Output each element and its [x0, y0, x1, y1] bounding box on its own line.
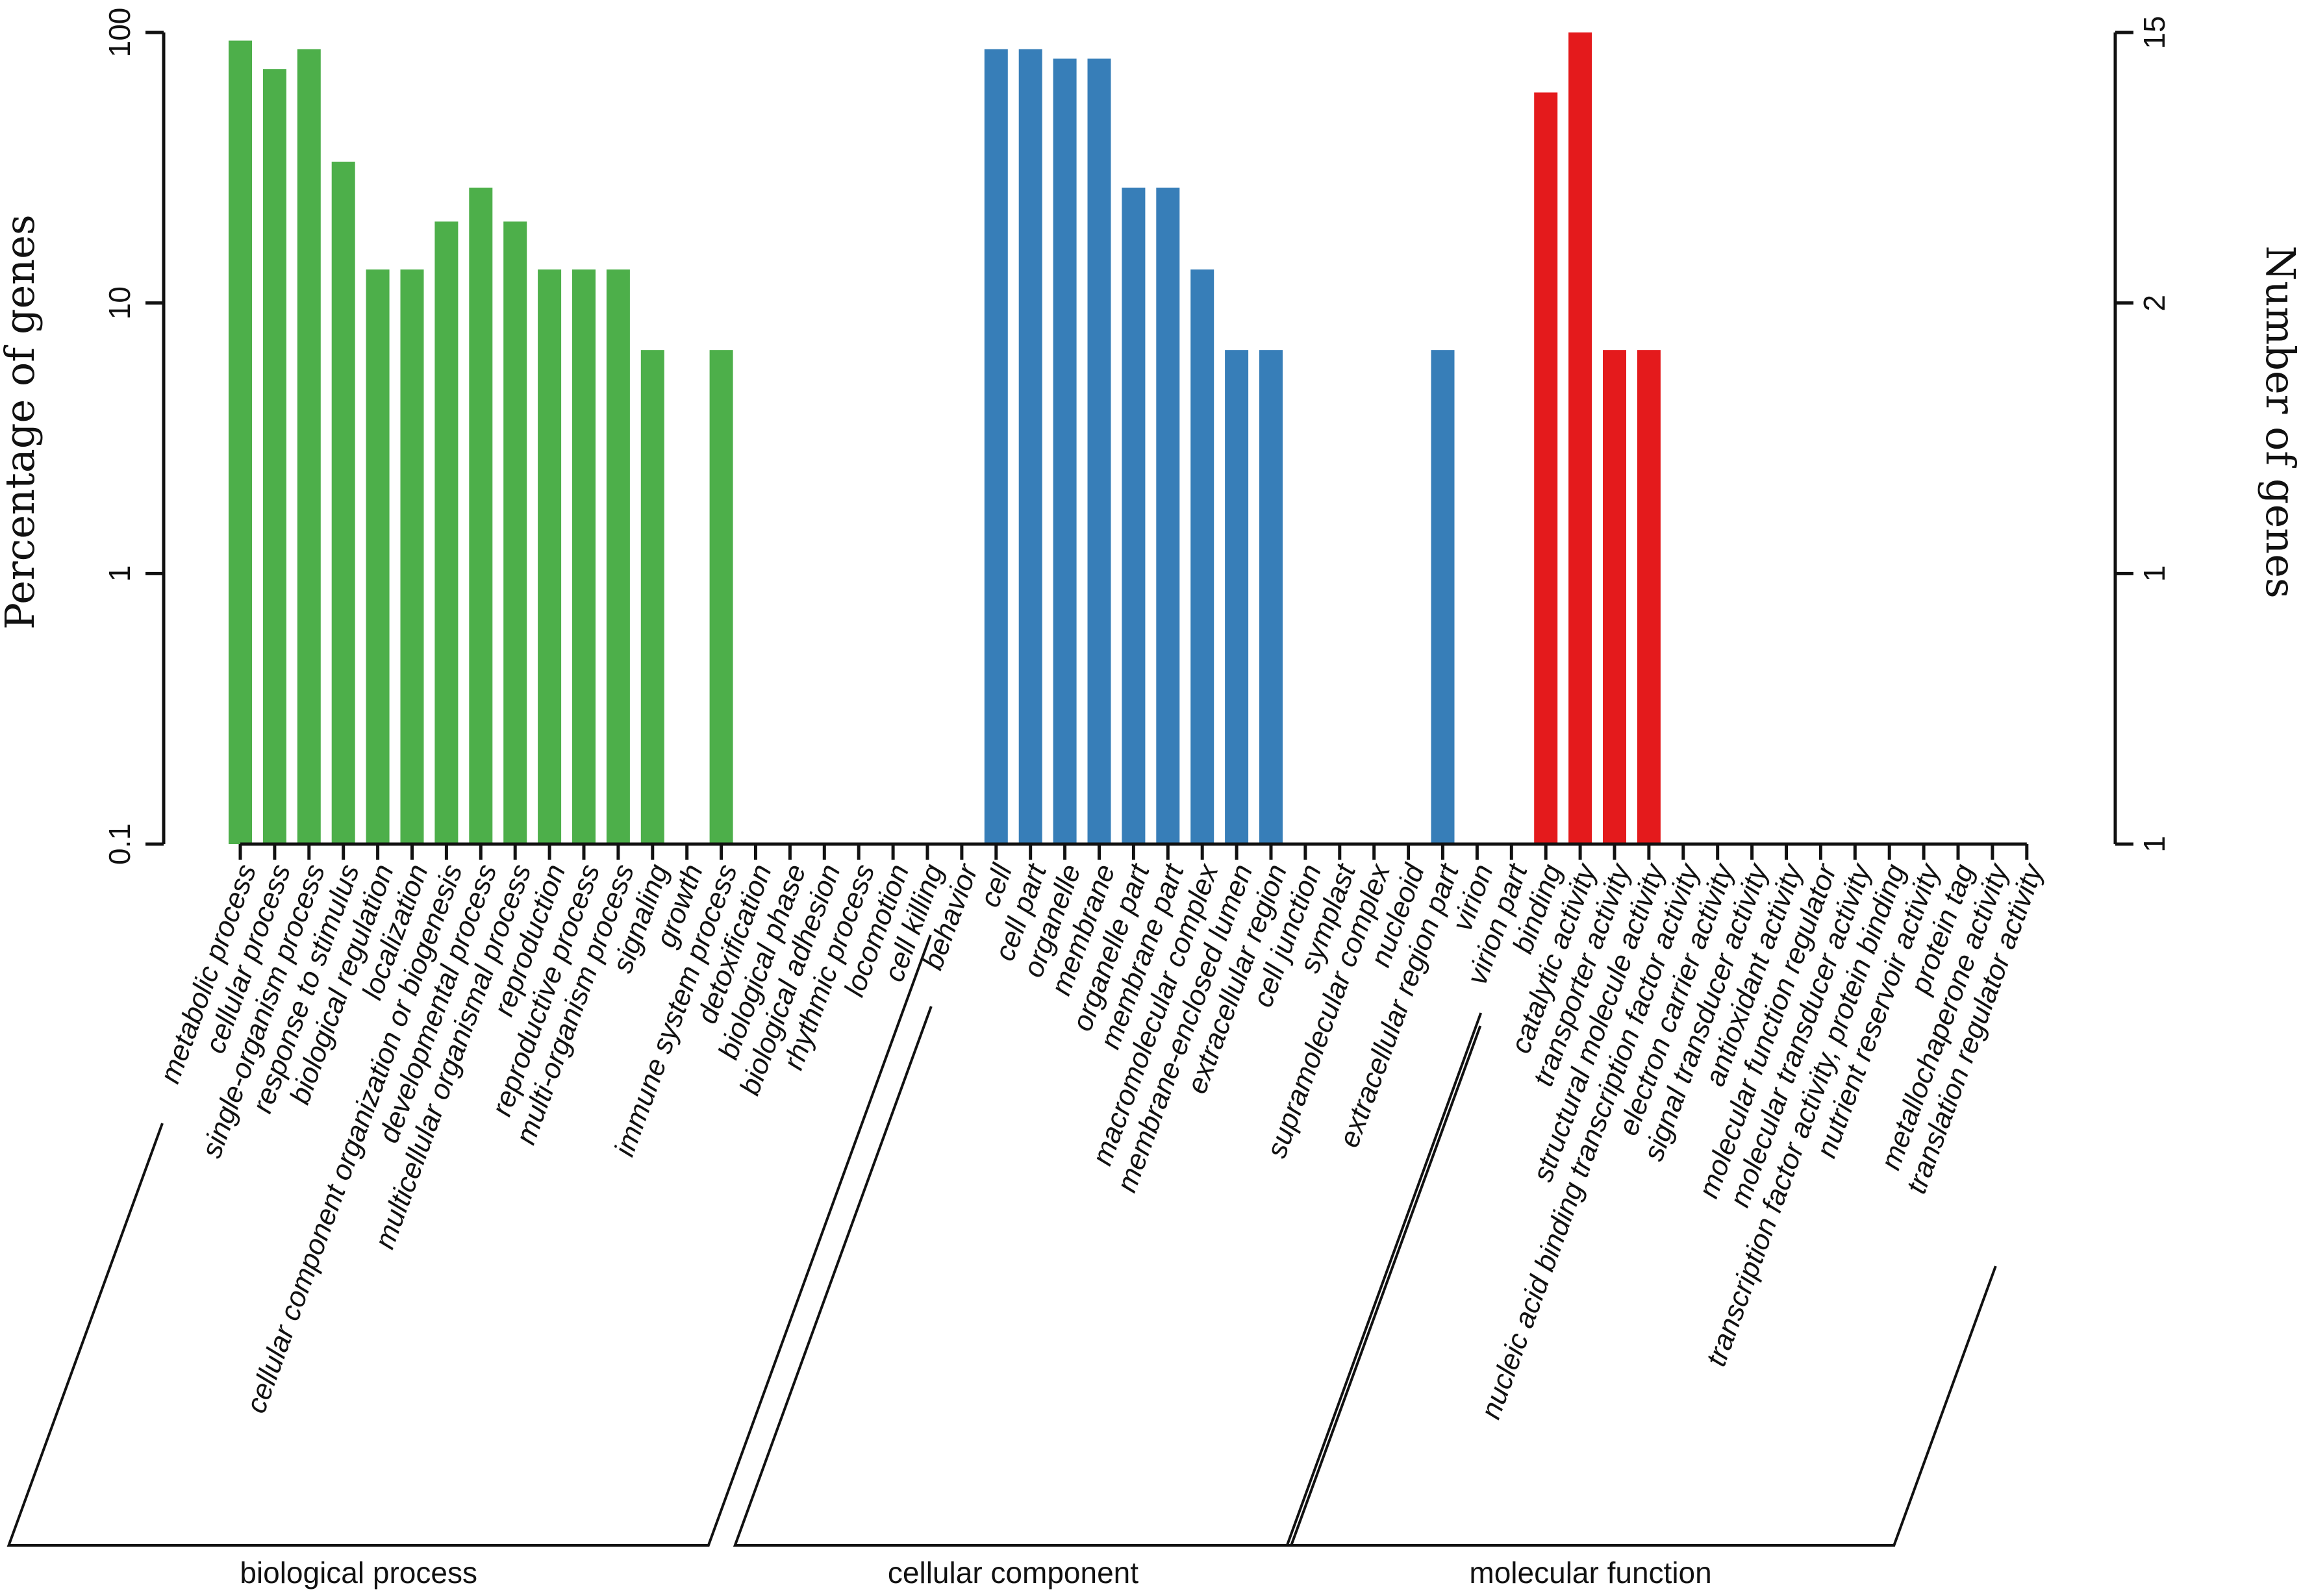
group-label-molecular-function: molecular function: [1469, 1556, 1711, 1590]
y-tick-label: 0.1: [103, 823, 136, 865]
bar-metabolic-process: [229, 40, 252, 844]
y2-tick-label: 15: [2137, 16, 2171, 49]
bar-response-to-stimulus: [331, 161, 355, 844]
bar-localization: [400, 269, 424, 844]
bar-macromolecular-complex: [1190, 269, 1214, 844]
bar-multicellular-organismal-process: [503, 221, 527, 844]
bar-membrane: [1087, 58, 1111, 845]
bar-cellular-component-organization-or-biogenesis: [434, 221, 459, 844]
bracket-biological-process: [6, 934, 932, 1547]
y-tick-label: 1: [103, 566, 136, 582]
bar-membrane-part: [1156, 187, 1180, 845]
y-tick-label: 10: [103, 286, 136, 319]
y2-tick-label: 2: [2137, 295, 2171, 312]
bar-catalytic-activity: [1568, 32, 1592, 844]
y2-tick-label: 1: [2137, 566, 2171, 582]
bar-developmental-process: [469, 187, 493, 845]
bar-cell-part: [1018, 49, 1042, 844]
y-tick-label: 100: [103, 8, 136, 58]
bar-membrane-enclosed-lumen: [1225, 350, 1249, 844]
bar-extracellular-region: [1259, 350, 1283, 844]
bar-reproductive-process: [572, 269, 596, 844]
y-axis-title: Percentage of genes: [0, 214, 44, 629]
bar-transporter-activity: [1603, 350, 1626, 844]
group-label-cellular-component: cellular component: [888, 1556, 1138, 1590]
bar-immune-system-process: [709, 350, 733, 844]
bar-cellular-process: [262, 69, 286, 845]
bar-signaling: [640, 350, 664, 844]
bracket-molecular-function: [1285, 1012, 1997, 1547]
bar-organelle: [1053, 58, 1077, 845]
y2-axis-title: Number of genes: [2257, 245, 2301, 599]
bars-layer: [229, 32, 1661, 845]
bar-cell: [984, 49, 1008, 844]
bar-structural-molecule-activity: [1637, 350, 1661, 844]
bar-organelle-part: [1122, 187, 1146, 845]
bar-single-organism-process: [297, 49, 321, 844]
bar-multi-organism-process: [606, 269, 630, 844]
axes-layer: 100 10 1 0.1 15 2 1 1: [103, 8, 2171, 865]
group-brackets-layer: biological process cellular component mole…: [6, 934, 1997, 1590]
bar-reproduction: [538, 269, 562, 844]
bracket-cellular-component: [733, 1006, 1482, 1547]
bar-binding: [1534, 92, 1558, 844]
bar-extracellular-region-part: [1431, 350, 1455, 844]
bar-biological-regulation: [366, 269, 390, 844]
y2-tick-label: 1: [2137, 836, 2171, 853]
group-label-biological-process: biological process: [240, 1556, 477, 1590]
